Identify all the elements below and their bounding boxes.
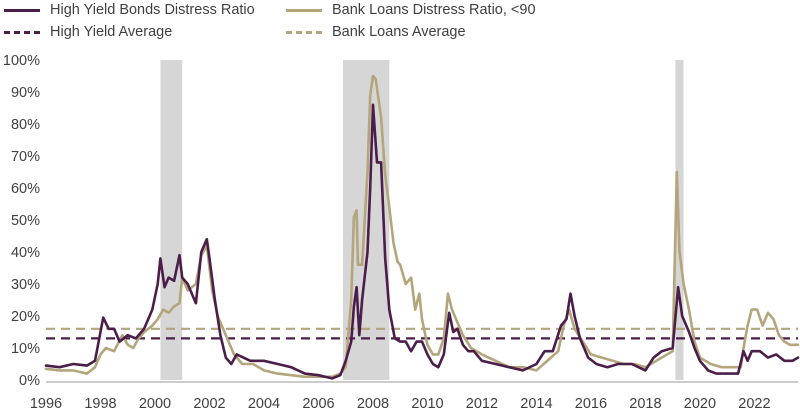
legend-swatch-hy-distress [4, 8, 40, 12]
legend-swatch-bl-average [286, 30, 322, 34]
x-tick-label-7: 2010 [411, 396, 443, 412]
x-tick-label-4: 2004 [248, 396, 280, 412]
legend-swatch-hy-average [4, 30, 40, 34]
x-tick-label-5: 2006 [302, 396, 334, 412]
x-tick-label-10: 2016 [575, 396, 607, 412]
x-tick-label-11: 2018 [629, 396, 661, 412]
x-tick-label-1: 1998 [84, 396, 116, 412]
legend-label-hy-average: High Yield Average [50, 24, 173, 40]
y-tick-label-9: 90% [11, 85, 40, 101]
legend-label-bl-average: Bank Loans Average [332, 24, 466, 40]
y-tick-label-8: 80% [11, 117, 40, 133]
legend-label-hy-distress: High Yield Bonds Distress Ratio [50, 2, 255, 18]
legend-item-hy-distress: High Yield Bonds Distress Ratio [4, 0, 255, 20]
x-tick-label-12: 2020 [684, 396, 716, 412]
recession-band-0 [160, 60, 183, 380]
legend-item-hy-average: High Yield Average [4, 22, 172, 42]
x-tick-label-0: 1996 [30, 396, 62, 412]
x-tick-label-6: 2008 [357, 396, 389, 412]
x-tick-label-2: 2000 [139, 396, 171, 412]
legend-label-bl-distress: Bank Loans Distress Ratio, <90 [332, 2, 536, 18]
y-tick-label-2: 20% [11, 309, 40, 325]
x-tick-label-3: 2002 [193, 396, 225, 412]
legend-swatch-bl-distress [286, 8, 322, 12]
y-tick-label-6: 60% [11, 181, 40, 197]
chart-legend: High Yield Bonds Distress Ratio Bank Loa… [0, 0, 800, 44]
x-tick-label-13: 2022 [738, 396, 770, 412]
x-tick-label-9: 2014 [520, 396, 552, 412]
x-tick-label-8: 2012 [466, 396, 498, 412]
y-tick-label-3: 30% [11, 277, 40, 293]
y-tick-label-7: 70% [11, 149, 40, 165]
high-yield-bonds-distress-ratio-line [44, 103, 800, 380]
y-tick-label-4: 40% [11, 245, 40, 261]
legend-item-bl-average: Bank Loans Average [286, 22, 466, 42]
y-tick-label-0: 0% [19, 373, 40, 389]
y-tick-label-5: 50% [11, 213, 40, 229]
legend-item-bl-distress: Bank Loans Distress Ratio, <90 [286, 0, 536, 20]
y-tick-label-1: 10% [11, 341, 40, 357]
bank-loans-distress-ratio-90-line [44, 74, 800, 379]
y-tick-label-10: 100% [3, 53, 40, 69]
